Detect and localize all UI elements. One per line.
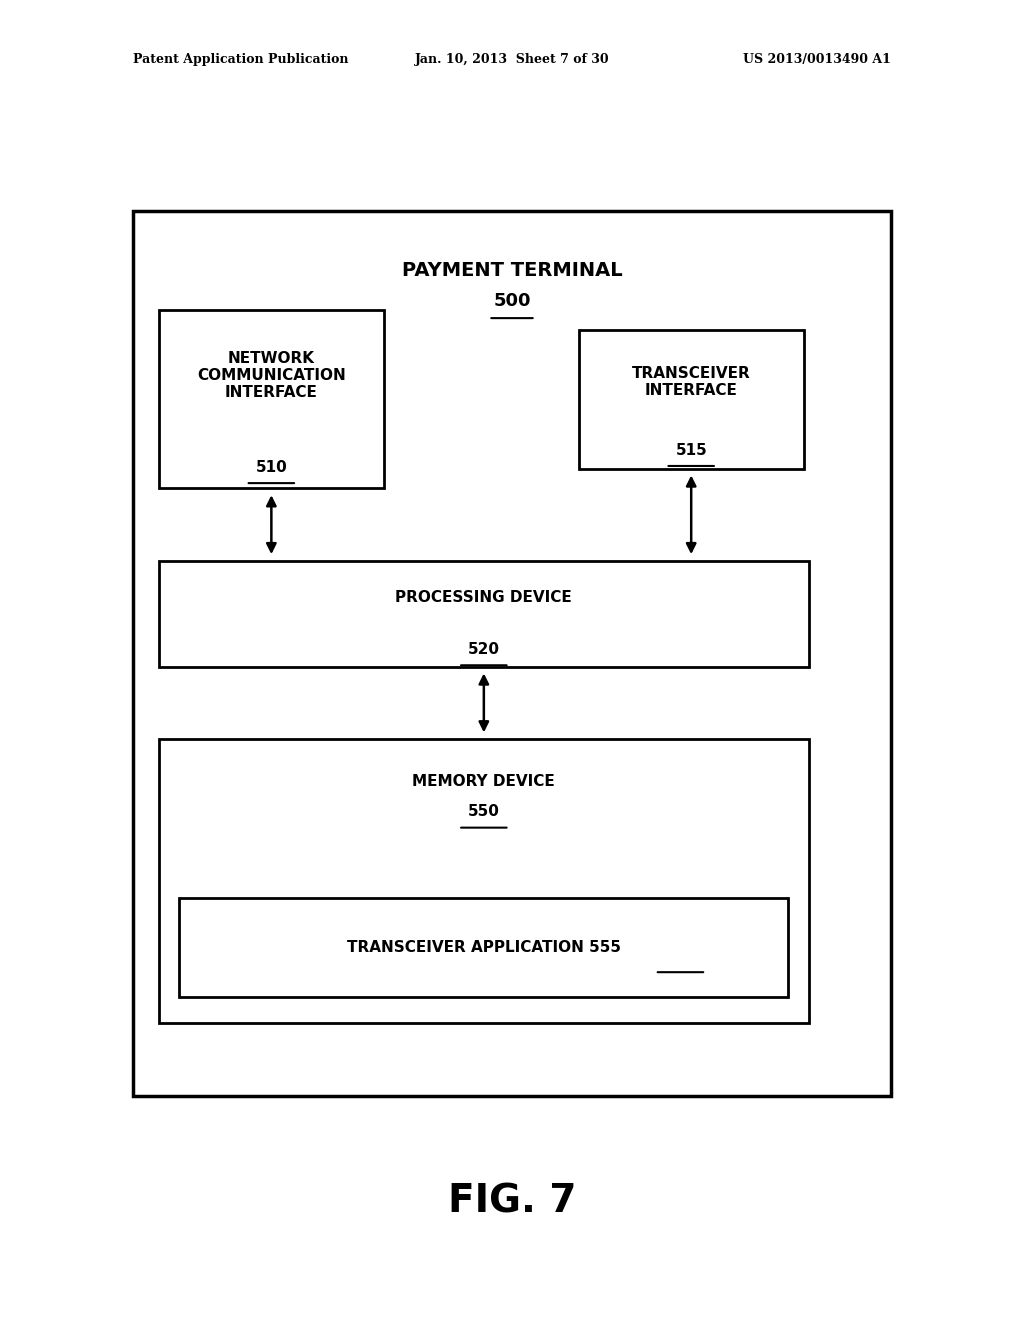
Text: FIG. 7: FIG. 7	[447, 1183, 577, 1220]
FancyBboxPatch shape	[159, 739, 809, 1023]
Text: NETWORK
COMMUNICATION
INTERFACE: NETWORK COMMUNICATION INTERFACE	[197, 351, 346, 400]
Text: 550: 550	[468, 804, 500, 820]
Text: PROCESSING DEVICE: PROCESSING DEVICE	[395, 590, 572, 606]
Text: 515: 515	[675, 442, 708, 458]
Text: Patent Application Publication: Patent Application Publication	[133, 53, 348, 66]
Text: Jan. 10, 2013  Sheet 7 of 30: Jan. 10, 2013 Sheet 7 of 30	[415, 53, 609, 66]
Text: TRANSCEIVER
INTERFACE: TRANSCEIVER INTERFACE	[632, 366, 751, 399]
Text: US 2013/0013490 A1: US 2013/0013490 A1	[743, 53, 891, 66]
FancyBboxPatch shape	[579, 330, 804, 469]
Text: 510: 510	[255, 459, 288, 475]
FancyBboxPatch shape	[179, 898, 788, 997]
Text: PAYMENT TERMINAL: PAYMENT TERMINAL	[401, 261, 623, 280]
FancyBboxPatch shape	[159, 561, 809, 667]
Text: TRANSCEIVER APPLICATION 555: TRANSCEIVER APPLICATION 555	[347, 940, 621, 954]
FancyBboxPatch shape	[159, 310, 384, 488]
Text: MEMORY DEVICE: MEMORY DEVICE	[413, 774, 555, 789]
FancyBboxPatch shape	[133, 211, 891, 1096]
Text: 500: 500	[494, 292, 530, 310]
Text: 520: 520	[468, 642, 500, 657]
